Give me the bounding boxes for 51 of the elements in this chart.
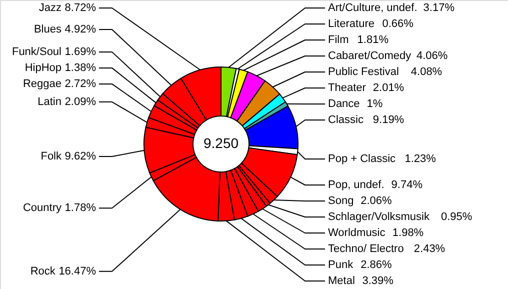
slice-label: Literature (328, 18, 374, 30)
slice-label: Folk (40, 150, 62, 162)
slice-label: Punk (328, 259, 354, 271)
slice-label: Rock (30, 265, 56, 278)
data-label: 3.17% (423, 2, 455, 14)
slice-label: Schlager/Volksmusik (328, 211, 430, 223)
slice-label: Jazz (38, 2, 62, 14)
slice-label: Techno/ Electro (328, 243, 404, 255)
data-label: 2.06% (360, 195, 392, 207)
data-label: 4.92% (64, 24, 96, 36)
data-label: 2.43% (414, 243, 446, 255)
data-label: 1.81% (357, 34, 389, 46)
data-label: 2.09% (64, 96, 96, 108)
slice-label: Worldmusic (328, 227, 386, 239)
slice-label: Film (328, 34, 349, 46)
data-label: 1.78% (64, 202, 96, 214)
slice-label: Metal (328, 275, 355, 287)
data-label: 1.98% (392, 227, 424, 239)
slice-label: Public Festival (328, 66, 399, 78)
data-label: 2.86% (360, 259, 392, 271)
data-label: 3.39% (362, 275, 394, 287)
slice-label: Country (22, 202, 62, 214)
data-label: 2.01% (372, 82, 404, 94)
data-label: 16.47% (58, 265, 96, 278)
data-label: 9.19% (372, 114, 404, 126)
data-label: 2.72% (64, 78, 96, 90)
data-label: 0.95% (441, 211, 472, 223)
slice-label: Theater (328, 82, 366, 94)
slice-label: Reggae (22, 78, 62, 90)
data-label: 4.06% (416, 50, 448, 62)
data-label: 4.08% (410, 66, 442, 78)
text: 9.250 (203, 135, 239, 151)
slice-label: Latin (38, 96, 62, 108)
slice-label: Blues (34, 24, 62, 36)
slice-label: Dance (328, 98, 360, 110)
data-label: 1.38% (64, 62, 96, 74)
slice-label: Song (328, 195, 354, 207)
data-label: 1% (366, 98, 383, 110)
data-label: 8.72% (64, 2, 96, 14)
data-label: 9.74% (391, 179, 423, 191)
slice-label: HipHop (24, 62, 62, 74)
data-label: 0.66% (382, 18, 414, 30)
slice-label: Pop + Classic (328, 152, 396, 165)
slice-label: Art/Culture, undef. (328, 2, 418, 14)
data-label: 1.23% (404, 152, 436, 165)
data-label: 9.62% (64, 150, 96, 162)
slice-label: Pop, undef. (328, 179, 384, 191)
data-label: 1.69% (64, 46, 96, 58)
slice-label: Cabaret/Comedy (328, 50, 412, 62)
slice-label: Funk/Soul (12, 46, 62, 58)
slice-label: Classic (328, 114, 364, 126)
